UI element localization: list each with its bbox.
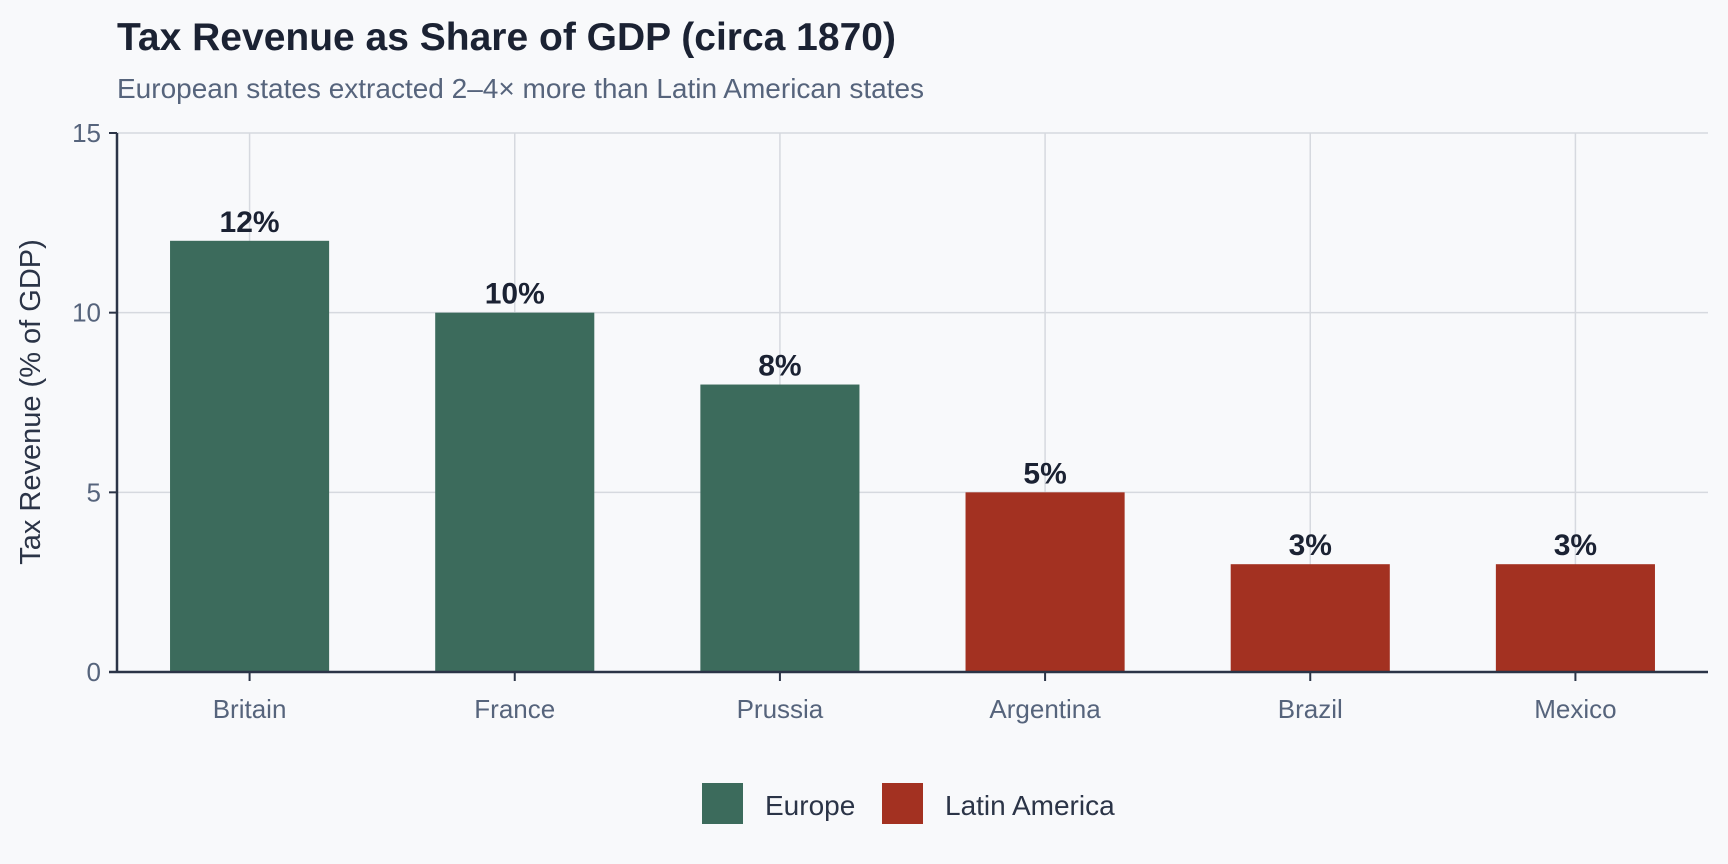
chart-title: Tax Revenue as Share of GDP (circa 1870) <box>117 16 896 59</box>
x-axis-ticks: Britain France Prussia Argentina Brazil Mexic… <box>213 672 1617 724</box>
data-label: 5% <box>1023 457 1066 490</box>
x-tick-label: Mexico <box>1534 694 1616 724</box>
data-label: 8% <box>758 350 801 383</box>
y-tick-label: 10 <box>72 298 101 328</box>
legend: Europe Latin America <box>702 783 1115 824</box>
chart-subtitle: European states extracted 2–4× more than… <box>117 73 924 104</box>
data-label: 10% <box>485 278 545 311</box>
axes <box>109 133 1708 674</box>
y-tick-label: 15 <box>72 118 101 148</box>
bar-argentina <box>965 492 1125 672</box>
x-tick-label: Brazil <box>1278 694 1343 724</box>
bar-mexico <box>1495 564 1655 672</box>
y-axis-ticks: 0 5 10 15 <box>72 118 117 687</box>
data-label: 12% <box>220 206 280 239</box>
gridlines <box>117 132 1708 672</box>
bars <box>170 240 1655 673</box>
y-axis-label: Tax Revenue (% of GDP) <box>15 239 47 565</box>
x-tick-label: Britain <box>213 694 287 724</box>
x-tick-label: Prussia <box>737 694 824 724</box>
bar-france <box>435 312 595 672</box>
data-labels: 12% 10% 8% 5% 3% 3% <box>220 206 1598 562</box>
legend-label: Europe <box>765 790 855 821</box>
data-label: 3% <box>1289 529 1332 562</box>
legend-swatch-europe <box>702 783 743 824</box>
legend-label: Latin America <box>945 790 1115 821</box>
bar-brazil <box>1230 564 1390 672</box>
x-tick-label: France <box>474 694 555 724</box>
bar-britain <box>170 240 330 673</box>
y-tick-label: 5 <box>87 477 101 507</box>
bar-prussia <box>700 384 860 672</box>
x-tick-label: Argentina <box>989 694 1101 724</box>
y-tick-label: 0 <box>87 657 101 687</box>
legend-swatch-latin-america <box>882 783 923 824</box>
data-label: 3% <box>1554 529 1597 562</box>
